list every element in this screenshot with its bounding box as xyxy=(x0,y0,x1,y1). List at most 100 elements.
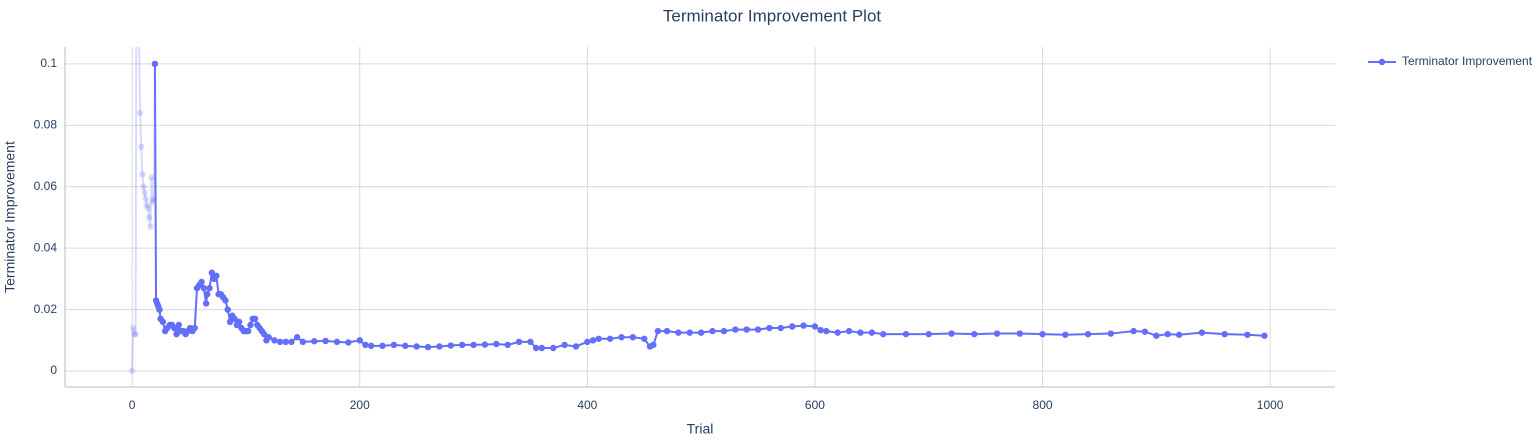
data-point xyxy=(130,324,137,332)
data-point xyxy=(766,324,773,332)
data-point xyxy=(868,329,876,336)
data-point xyxy=(200,284,208,292)
data-point xyxy=(149,198,156,206)
data-point xyxy=(971,330,978,338)
data-point xyxy=(697,329,705,336)
data-point xyxy=(436,343,443,350)
data-point xyxy=(732,326,739,333)
data-point xyxy=(606,335,614,342)
data-point xyxy=(282,338,289,346)
data-point xyxy=(948,330,955,337)
y-tick-label: 0.1 xyxy=(40,56,57,70)
data-point xyxy=(709,327,716,335)
data-point xyxy=(925,330,932,338)
data-point xyxy=(1062,331,1069,338)
data-point xyxy=(322,337,329,345)
data-point xyxy=(191,324,198,332)
data-point xyxy=(132,330,139,338)
x-tick-label: 800 xyxy=(1033,398,1053,412)
data-point xyxy=(1261,332,1268,339)
data-point xyxy=(345,339,352,346)
data-point xyxy=(1107,330,1115,337)
y-axis-title: Terminator Improvement xyxy=(2,141,18,293)
data-point xyxy=(1016,330,1023,337)
data-point xyxy=(629,334,637,341)
data-point xyxy=(251,315,259,323)
plot-area xyxy=(128,47,1268,375)
data-point xyxy=(800,322,807,329)
data-point xyxy=(333,338,341,346)
data-point xyxy=(1084,330,1092,338)
data-point xyxy=(265,334,272,341)
data-point xyxy=(206,284,213,292)
data-point xyxy=(447,342,454,349)
data-point xyxy=(1164,330,1171,338)
data-point xyxy=(675,329,682,336)
data-point xyxy=(663,327,671,335)
data-point xyxy=(845,327,853,335)
data-point xyxy=(481,341,489,348)
x-axis-title: Trial xyxy=(687,421,714,437)
series-line xyxy=(153,63,1265,349)
data-point xyxy=(402,342,409,350)
data-point xyxy=(231,315,238,323)
data-point xyxy=(823,327,830,335)
data-point xyxy=(271,337,278,344)
data-point xyxy=(379,342,386,350)
data-point xyxy=(208,269,216,276)
data-point xyxy=(148,174,155,181)
data-point xyxy=(204,291,211,298)
data-point xyxy=(1141,328,1149,335)
data-point xyxy=(413,343,420,350)
data-point xyxy=(1198,329,1206,336)
data-point xyxy=(202,300,210,307)
data-point xyxy=(743,326,750,333)
data-point xyxy=(213,272,220,280)
data-point xyxy=(561,341,568,349)
x-tick-label: 1000 xyxy=(1257,398,1284,412)
data-point xyxy=(504,341,511,349)
data-point xyxy=(720,327,728,335)
data-point xyxy=(857,329,864,336)
data-point xyxy=(1244,331,1251,338)
data-point xyxy=(235,318,243,326)
data-point xyxy=(247,321,254,329)
data-point xyxy=(1130,327,1137,335)
y-tick-label: 0.04 xyxy=(34,240,58,254)
data-point xyxy=(288,338,295,346)
data-point xyxy=(584,338,591,346)
data-point xyxy=(390,341,398,349)
data-point xyxy=(159,318,167,326)
data-point xyxy=(654,327,662,335)
data-point xyxy=(144,205,152,212)
data-point xyxy=(311,338,318,345)
data-point xyxy=(171,324,178,332)
x-tick-label: 0 xyxy=(129,398,136,412)
data-point xyxy=(788,323,796,330)
x-tick-label: 400 xyxy=(577,398,597,412)
data-point xyxy=(151,60,159,68)
data-point xyxy=(1221,330,1228,338)
chart-title: Terminator Improvement Plot xyxy=(663,6,882,25)
data-point xyxy=(175,321,182,329)
legend-marker xyxy=(1378,58,1386,66)
series-line xyxy=(131,47,156,372)
grid xyxy=(64,47,1335,388)
data-point xyxy=(572,343,580,350)
x-tick-label: 600 xyxy=(805,398,825,412)
legend: Terminator Improvement xyxy=(1368,54,1533,68)
data-point xyxy=(142,195,149,203)
data-point xyxy=(527,338,534,346)
data-point xyxy=(817,326,824,334)
data-point xyxy=(245,327,252,335)
data-point xyxy=(538,344,546,352)
data-point xyxy=(458,341,466,349)
data-point xyxy=(138,143,145,151)
data-point xyxy=(356,337,363,344)
data-point xyxy=(1175,331,1183,338)
data-point xyxy=(156,306,163,313)
data-point xyxy=(260,330,268,338)
data-point xyxy=(811,323,819,330)
data-point xyxy=(1039,330,1046,338)
